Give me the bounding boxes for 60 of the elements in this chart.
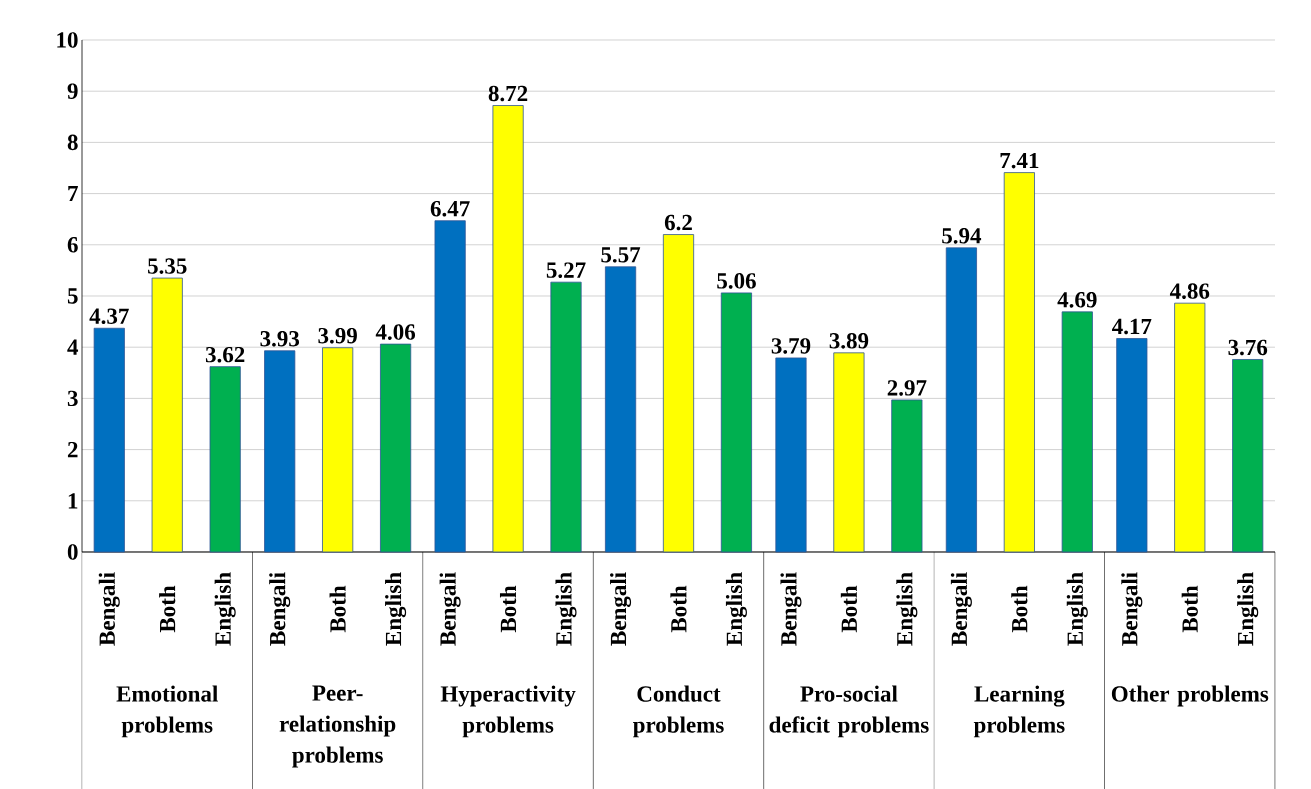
text: Both (670, 585, 687, 633)
data-label: 4.37 (89, 308, 129, 325)
data-label: 6.47 (430, 200, 470, 217)
x-tick-label: Hyperactivity problems (440, 685, 576, 738)
y-tick-label: 2 (67, 441, 78, 458)
data-label: 3.76 (1228, 339, 1268, 356)
data-label: 7.41 (1000, 152, 1039, 169)
x-tick-label: Learning problems (973, 685, 1065, 738)
x-tick-label: Conduct problems (633, 685, 724, 738)
text: Both (499, 585, 517, 633)
text: Bengali (780, 572, 802, 646)
y-tick-label: 3 (67, 390, 78, 407)
data-label: 3.93 (260, 331, 300, 347)
y-tick-label: 7 (68, 186, 78, 202)
text: English (1237, 572, 1259, 646)
data-label: 3.62 (205, 346, 245, 363)
text: Both (1181, 585, 1198, 633)
data-label: 5.06 (717, 273, 756, 289)
text: Bengali (950, 572, 972, 646)
data-label: 3.79 (771, 338, 811, 354)
data-label: 4.06 (375, 324, 416, 340)
x-tick-label: Other problems (1111, 685, 1269, 707)
y-tick-label: 9 (67, 83, 78, 99)
y-tick-label: 8 (67, 134, 78, 151)
y-tick-label: 4 (67, 339, 79, 355)
text: Both (329, 585, 346, 633)
text: English (896, 572, 918, 646)
y-tick-label: 6 (67, 237, 78, 253)
data-label: 5.27 (546, 262, 586, 278)
data-label: 6.2 (664, 214, 692, 231)
text: Bengali (98, 572, 120, 646)
text: English (1066, 572, 1088, 646)
data-label: 4.69 (1057, 292, 1097, 308)
text: Bengali (439, 572, 461, 646)
data-label: 3.89 (829, 332, 869, 349)
text: English (555, 572, 577, 646)
text: English (214, 572, 236, 646)
x-tick-label: Emotional problems (116, 685, 218, 738)
data-label: 8.72 (488, 85, 528, 102)
y-tick-label: 1 (68, 493, 78, 509)
text: Both (1011, 585, 1028, 633)
data-label: 3.99 (318, 327, 357, 344)
data-label: 4.17 (1112, 318, 1152, 335)
text: English (725, 572, 747, 646)
text: Both (840, 585, 858, 633)
text: Both (159, 585, 176, 633)
y-tick-label: 5 (67, 288, 78, 304)
data-label: 5.57 (601, 247, 641, 263)
x-tick-label: Pro-social deficit problems (769, 685, 929, 738)
text: Bengali (269, 572, 291, 646)
y-tick-label: 10 (57, 32, 78, 48)
text: English (385, 572, 407, 646)
x-tick-label: Peer-relationship problems (279, 685, 396, 768)
y-tick-label: 0 (67, 544, 78, 560)
data-label: 5.94 (942, 228, 982, 244)
data-label: 4.86 (1169, 283, 1210, 299)
text: Bengali (1121, 572, 1143, 646)
data-label: 2.97 (887, 380, 927, 396)
data-label: 5.35 (148, 258, 187, 274)
text: Bengali (610, 572, 632, 646)
